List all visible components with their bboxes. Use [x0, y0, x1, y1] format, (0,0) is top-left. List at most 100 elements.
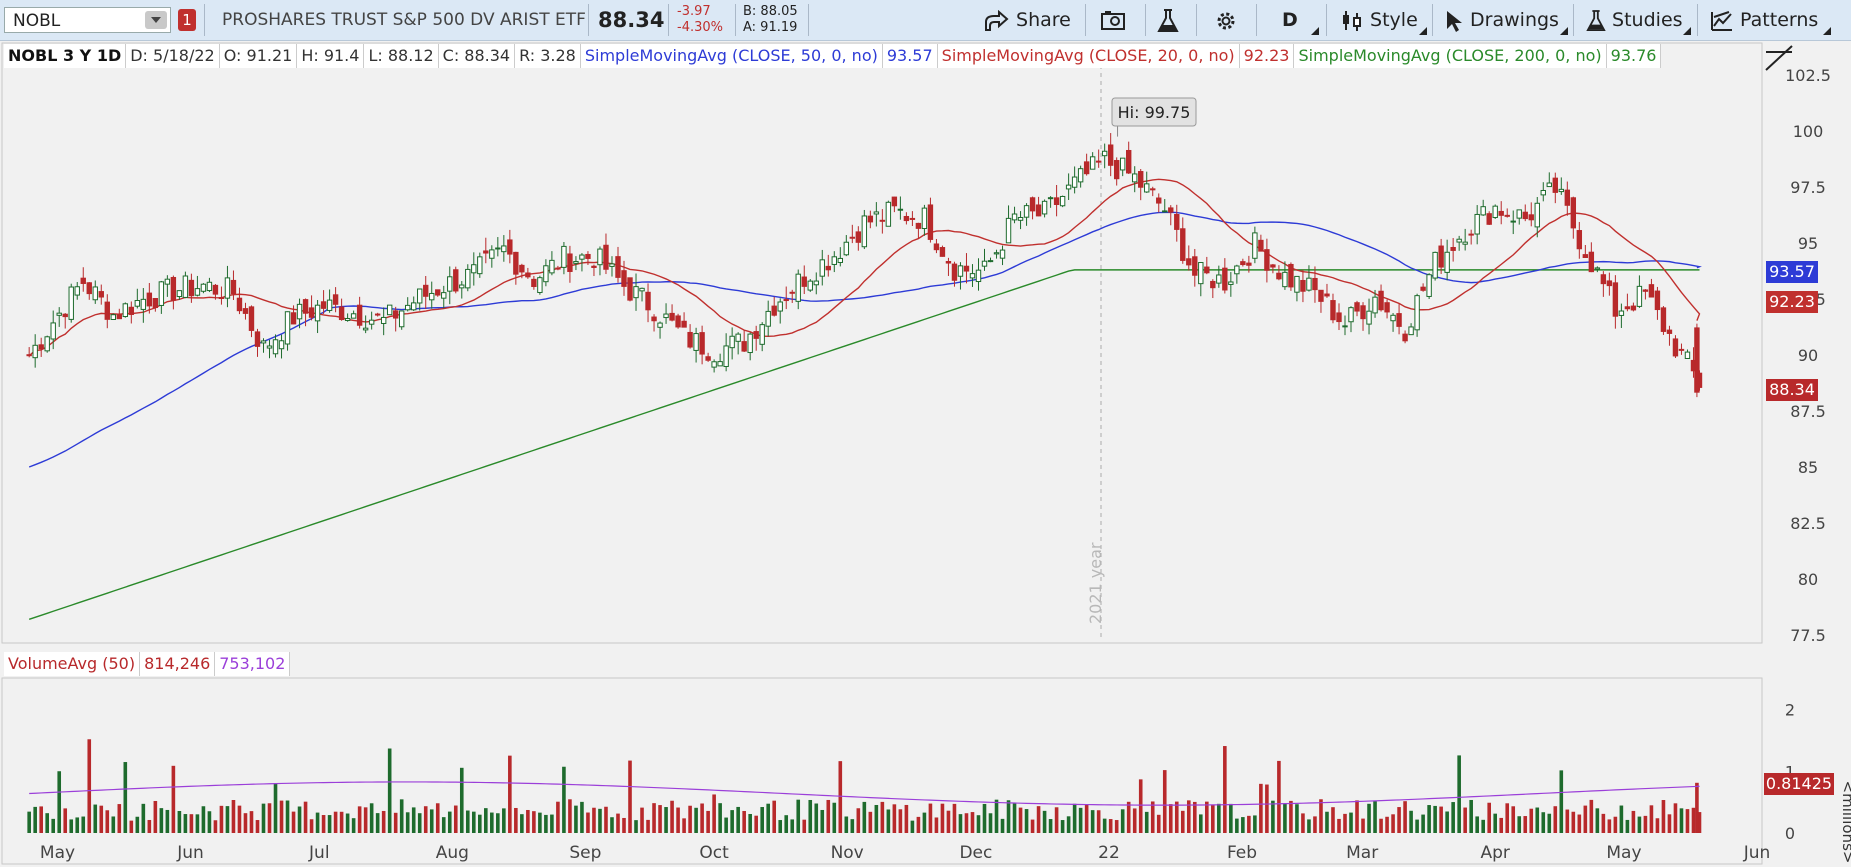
candle: [1132, 166, 1138, 193]
share-button[interactable]: Share: [984, 6, 1071, 34]
candle: [182, 271, 189, 299]
candle: [981, 248, 988, 271]
volume-avg-line: [29, 781, 1700, 806]
volume-bar: [934, 817, 939, 833]
candle: [338, 298, 345, 321]
volume-bar: [520, 814, 524, 833]
candle: [933, 238, 940, 254]
volume-bar: [1607, 819, 1612, 833]
volume-bar: [1289, 800, 1293, 833]
price-change: -3.97 -4.30%: [677, 4, 723, 36]
volume-bar: [1126, 801, 1131, 833]
candle: [86, 282, 92, 300]
candle: [1023, 203, 1030, 226]
candle: [519, 263, 525, 279]
volume-bar: [1349, 812, 1353, 833]
volume-bar: [45, 813, 49, 833]
patterns-button[interactable]: Patterns: [1710, 6, 1818, 34]
volume-bar: [808, 799, 813, 833]
divider: [1145, 4, 1146, 36]
candle: [759, 322, 765, 352]
drawings-button[interactable]: Drawings: [1444, 6, 1559, 34]
volume-bar: [1391, 814, 1395, 833]
candle: [296, 298, 303, 329]
x-tick-label: Jun: [176, 843, 204, 863]
x-tick-label: Jul: [308, 843, 330, 863]
legend-sma200[interactable]: SimpleMovingAvg (CLOSE, 200, 0, no): [1294, 44, 1607, 68]
legend-sma200-value: 93.76: [1606, 44, 1662, 68]
volume-bar: [399, 799, 404, 833]
symbol-dropdown-button[interactable]: [145, 11, 167, 29]
volume-bar: [904, 804, 909, 833]
candle: [374, 312, 381, 317]
volume-bar: [646, 819, 650, 833]
candle: [1438, 238, 1444, 274]
candle: [356, 296, 363, 329]
symbol-input[interactable]: NOBL: [4, 7, 171, 33]
studies-button[interactable]: Studies: [1586, 6, 1683, 34]
chevron-down-icon: [1560, 27, 1568, 35]
chevron-down-icon: [1311, 27, 1319, 35]
candle: [164, 275, 171, 297]
legend-sma50[interactable]: SimpleMovingAvg (CLOSE, 50, 0, no): [580, 44, 883, 68]
candle: [1065, 173, 1072, 200]
candle: [537, 275, 543, 295]
volume-bar: [694, 807, 698, 833]
volume-bar: [586, 812, 590, 833]
volume-bar: [1481, 819, 1485, 833]
volume-bar: [1373, 801, 1377, 833]
ask-value: A: 91.19: [743, 20, 798, 35]
volume-bar: [1451, 802, 1455, 833]
volume-bar: [874, 804, 879, 833]
candle: [1180, 217, 1186, 264]
volume-legend-label[interactable]: VolumeAvg (50): [4, 652, 141, 676]
volume-bar: [820, 809, 825, 833]
volume-bar: [1199, 814, 1203, 833]
settings-button[interactable]: [1214, 6, 1238, 34]
volume-bar: [574, 805, 578, 833]
period-button[interactable]: D: [1282, 6, 1298, 34]
volume-bar: [742, 810, 746, 833]
flask-icon: [1586, 9, 1606, 31]
candle: [74, 282, 80, 300]
snapshot-button[interactable]: [1100, 6, 1126, 34]
candle: [1408, 323, 1414, 336]
volume-bar: [231, 799, 236, 833]
style-button[interactable]: Style: [1340, 6, 1418, 34]
volume-bar: [1229, 803, 1233, 833]
volume-bar: [700, 803, 704, 833]
volume-bar: [243, 813, 248, 833]
volume-bar: [1583, 805, 1588, 833]
volume-bar: [465, 810, 470, 833]
volume-bar: [1595, 808, 1600, 833]
candle: [1492, 204, 1498, 219]
price-chart[interactable]: 2021 year 102.510097.59592.59087.58582.5…: [0, 40, 1851, 867]
candle: [68, 283, 74, 323]
volume-bar: [1691, 807, 1696, 833]
legend-sma20[interactable]: SimpleMovingAvg (CLOSE, 20, 0, no): [937, 44, 1240, 68]
volume-bar: [1078, 807, 1083, 833]
legend-range: R: 3.28: [515, 44, 581, 68]
flask-button[interactable]: [1157, 6, 1179, 34]
alert-badge[interactable]: 1: [178, 9, 196, 31]
volume-bar: [1577, 814, 1582, 833]
candle: [957, 262, 964, 290]
share-icon: [985, 9, 1009, 31]
volume-bar: [958, 814, 963, 833]
candle: [1378, 284, 1384, 312]
candle: [284, 311, 291, 351]
candle: [1300, 269, 1306, 303]
candle: [1648, 278, 1655, 298]
volume-bar: [1553, 806, 1558, 833]
candle: [332, 287, 339, 313]
candle: [1252, 226, 1258, 264]
volume-bar: [129, 820, 134, 833]
chart-tool-button[interactable]: [1764, 44, 1794, 76]
moving-averages: [28, 126, 1702, 620]
hi-box: [1111, 97, 1197, 127]
divider: [1326, 4, 1327, 36]
candle: [669, 304, 675, 322]
candle: [1336, 303, 1342, 331]
volume-bar: [1637, 816, 1642, 833]
